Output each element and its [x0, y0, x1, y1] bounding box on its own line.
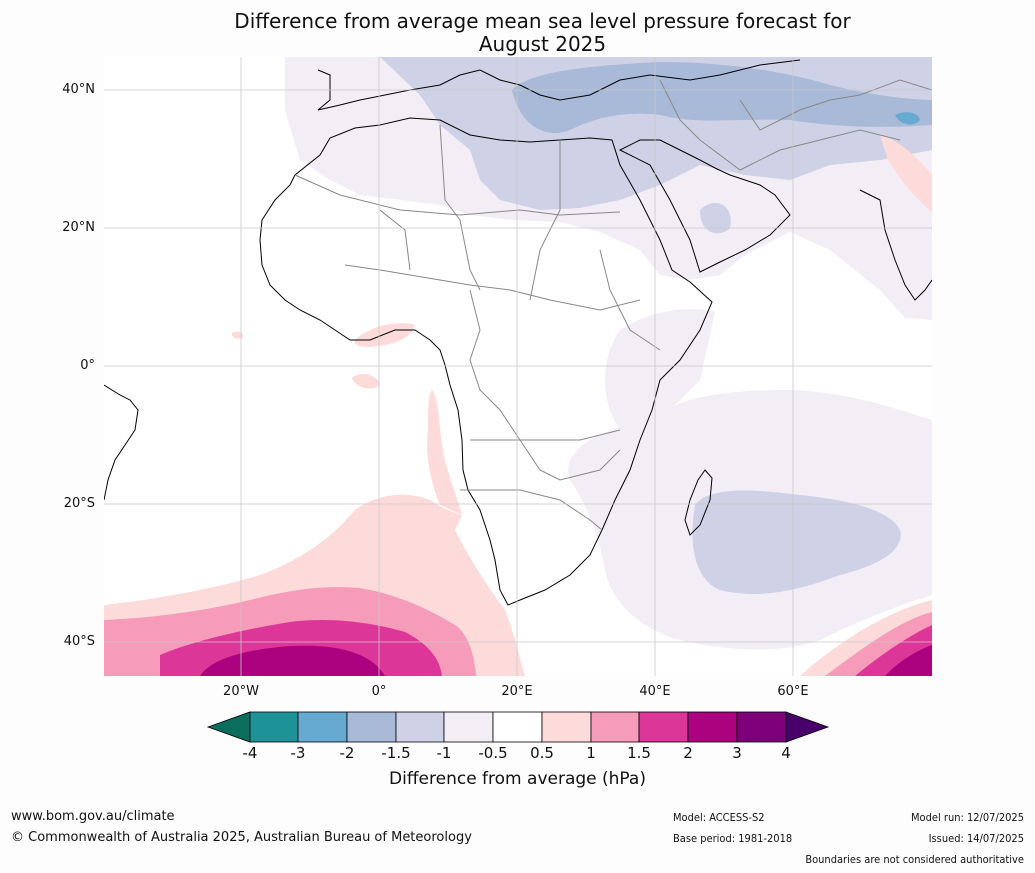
colorbar-tick: 3 — [732, 744, 742, 762]
lat-label-40s: 40°S — [63, 634, 95, 649]
colorbar-bin — [395, 711, 445, 743]
lon-label-0: 0° — [371, 684, 387, 699]
anomaly-region-east-africa — [605, 309, 715, 430]
colorbar-tick: 2 — [683, 744, 693, 762]
anomaly-region-southwest-core — [200, 645, 385, 676]
arabia-outline — [618, 139, 791, 273]
lat-label-0: 0° — [80, 358, 95, 373]
colorbar-tick: 1 — [586, 744, 596, 762]
madagascar-outline — [684, 469, 713, 536]
colorbar-tick: 4 — [781, 744, 791, 762]
anomaly-region-southeast-core — [885, 645, 932, 676]
colorbar-tick: 0.5 — [530, 744, 554, 762]
footer-model-run: Model run: 12/07/2025 — [911, 811, 1024, 824]
colorbar-tick: 1.5 — [627, 744, 651, 762]
india-outline — [859, 189, 932, 301]
colorbar-label: Difference from average (hPa) — [389, 769, 646, 789]
anomaly-region-indian-medium — [692, 490, 901, 595]
lon-label-20e: 20°E — [501, 684, 533, 699]
anomaly-region-atlantic-tiny — [231, 331, 244, 339]
colorbar-bin — [297, 711, 348, 743]
colorbar-bin — [638, 711, 689, 743]
anomaly-region-arabia — [700, 202, 731, 234]
map-canvas — [104, 57, 932, 676]
graticule — [104, 57, 932, 676]
anomaly-region-himalaya — [895, 112, 920, 125]
colorbar-bin — [736, 711, 787, 743]
footer-base-period: Base period: 1981-2018 — [673, 832, 793, 845]
lon-label-20w: 20°W — [223, 684, 259, 699]
footer-url[interactable]: www.bom.gov.au/climate — [11, 809, 175, 824]
colorbar-bin — [541, 711, 592, 743]
colorbar-bin — [590, 711, 640, 743]
colorbar-bin — [492, 711, 543, 743]
anomaly-region-atlantic-small — [352, 374, 380, 389]
lat-label-20s: 20°S — [63, 496, 95, 511]
europe-coastline — [317, 59, 801, 111]
anomaly-region-south-atlantic-strip — [427, 390, 462, 515]
colorbar-tick: -2 — [339, 744, 355, 762]
title-line-1: Difference from average mean sea level p… — [234, 9, 851, 33]
colorbar-min-triangle — [206, 711, 251, 743]
anomaly-region-mediterranean — [512, 62, 932, 134]
footer-issued: Issued: 14/07/2025 — [928, 832, 1024, 845]
colorbar-max-triangle — [785, 711, 830, 743]
colorbar-bin — [443, 711, 494, 743]
lat-label-40n: 40°N — [62, 82, 95, 97]
anomaly-region-india — [880, 135, 932, 212]
footer-copyright: © Commonwealth of Australia 2025, Austra… — [11, 830, 472, 845]
colorbar — [206, 711, 830, 743]
anomaly-region-gulf-guinea — [354, 323, 415, 347]
colorbar-bin — [249, 711, 299, 743]
footer-model: Model: ACCESS-S2 — [673, 811, 765, 824]
colorbar-tick: -1 — [436, 744, 452, 762]
lat-label-20n: 20°N — [62, 220, 95, 235]
south-america-coastline — [104, 384, 139, 501]
colorbar-bin — [346, 711, 397, 743]
colorbar-tick: -0.5 — [478, 744, 508, 762]
title-line-2: August 2025 — [478, 32, 607, 56]
colorbar-tick: -1.5 — [381, 744, 411, 762]
colorbar-tick: -4 — [242, 744, 258, 762]
colorbar-bin — [687, 711, 738, 743]
map-title: Difference from average mean sea level p… — [0, 10, 1035, 56]
country-borders — [294, 79, 932, 531]
lon-label-60e: 60°E — [777, 684, 809, 699]
footer-disclaimer: Boundaries are not considered authoritat… — [805, 853, 1024, 866]
lon-label-40e: 40°E — [639, 684, 671, 699]
colorbar-tick: -3 — [290, 744, 306, 762]
